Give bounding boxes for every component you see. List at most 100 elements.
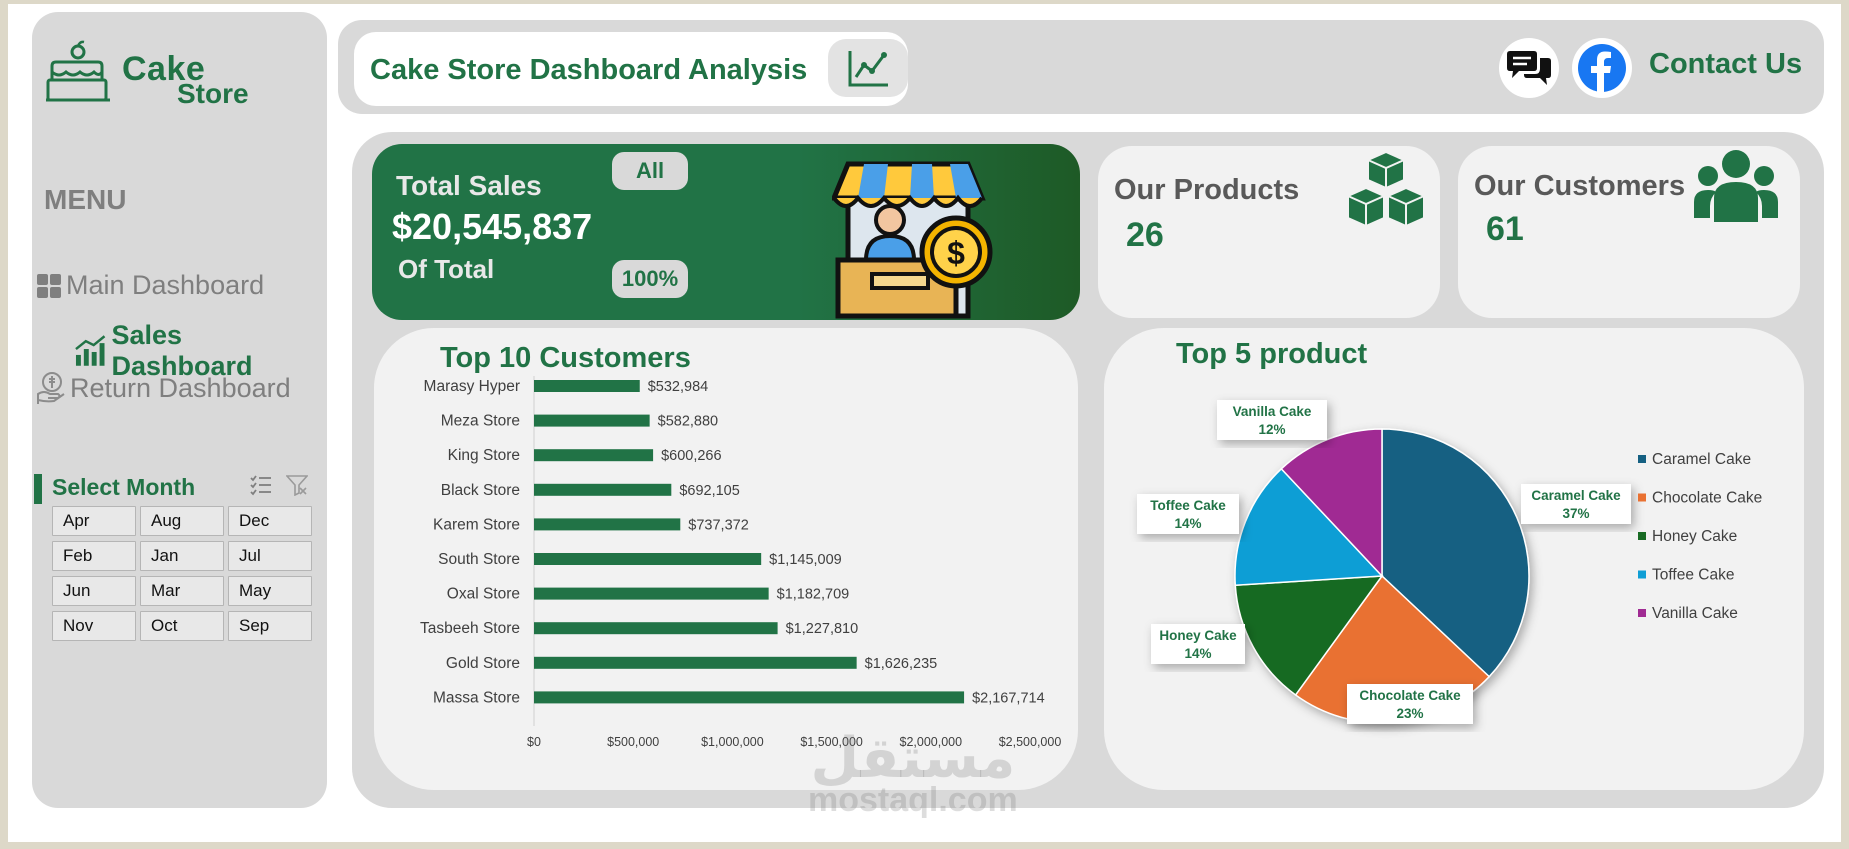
- watermark-arabic: مستقل: [810, 726, 1016, 791]
- brand-line1: Cake: [122, 50, 206, 88]
- bar: [534, 380, 640, 392]
- bar: [534, 587, 769, 600]
- month-button[interactable]: Jul: [228, 541, 312, 571]
- of-total-label: Of Total: [398, 254, 495, 284]
- cake-icon: [46, 40, 110, 102]
- page-title: Cake Store Dashboard Analysis: [370, 54, 808, 86]
- bar: [534, 414, 650, 427]
- sidebar: Cake Store MENU Main Dashboard Sales Das…: [32, 12, 327, 808]
- brand-line2: Store: [177, 78, 249, 109]
- data-label: $582,880: [658, 414, 718, 430]
- bar: [534, 656, 857, 669]
- brand-logo[interactable]: Cake Store: [44, 26, 254, 108]
- top-customers-panel: Top 10 Customers Marasy Hyper $532,984 Mez…: [374, 328, 1078, 790]
- legend-label: Vanilla Cake: [1652, 605, 1738, 622]
- legend-swatch: [1638, 570, 1646, 579]
- month-button[interactable]: Nov: [52, 611, 136, 641]
- top-customers-chart: Marasy Hyper $532,984 Meza Store $582,880 Ki…: [420, 376, 1061, 749]
- total-sales-card: Total Sales $20,545,837 Of Total All 100…: [372, 144, 1080, 320]
- multi-select-icon[interactable]: [250, 474, 272, 496]
- sidebar-item-main-dashboard[interactable]: Main Dashboard: [36, 270, 264, 301]
- chat-button[interactable]: [1499, 38, 1559, 98]
- boxes-icon: [1347, 150, 1425, 228]
- month-button[interactable]: Apr: [52, 506, 136, 536]
- customers-label: Our Customers: [1474, 170, 1686, 202]
- filter-all-pill[interactable]: All: [612, 152, 688, 190]
- data-label: $1,145,009: [769, 552, 842, 568]
- data-label: $1,227,810: [786, 621, 859, 637]
- month-button[interactable]: Aug: [140, 506, 224, 536]
- month-button[interactable]: Sep: [228, 611, 312, 641]
- legend-label: Toffee Cake: [1652, 567, 1734, 584]
- pie-slice: [1234, 575, 1384, 696]
- top-products-title: Top 5 product: [1176, 338, 1368, 370]
- dashboard-grid-icon: [37, 273, 61, 298]
- month-button[interactable]: Jan: [140, 541, 224, 571]
- callout-box: [1151, 624, 1245, 664]
- x-tick-label: $0: [527, 735, 541, 749]
- pie-slice: [1234, 467, 1384, 587]
- top-products-panel: Top 5 product Caramel Cake 37% Chocolate C…: [1104, 328, 1804, 790]
- title-icon-box: [828, 39, 908, 97]
- bar-chart-icon: [75, 335, 106, 366]
- bar: [534, 483, 672, 496]
- bar: [534, 518, 681, 531]
- month-button[interactable]: Mar: [140, 576, 224, 606]
- slice-name-label: Chocolate Cake: [1359, 688, 1461, 703]
- pie-slice: [1280, 428, 1383, 578]
- watermark-url: mostaql.com: [808, 781, 1018, 819]
- sidebar-item-label: Sales Dashboard: [111, 320, 253, 381]
- chat-icon: [1507, 51, 1551, 85]
- title-pill: Cake Store Dashboard Analysis: [354, 32, 908, 106]
- customers-card: Our Customers 61: [1458, 146, 1800, 318]
- products-label: Our Products: [1114, 174, 1300, 206]
- slicer-accent-bar: [34, 474, 42, 504]
- menu-title: MENU: [44, 184, 127, 215]
- pie-slice: [1381, 428, 1530, 678]
- data-label: $2,167,714: [972, 690, 1045, 706]
- watermark: مستقل mostaql.com: [808, 726, 1018, 820]
- contact-us-link[interactable]: Contact Us: [1649, 48, 1803, 80]
- svg-text:$: $: [947, 235, 965, 271]
- sidebar-item-sales-dashboard[interactable]: Sales Dashboard: [74, 320, 327, 382]
- slice-percent-label: 12%: [1258, 422, 1285, 437]
- brand-name: Cake Store: [122, 52, 249, 108]
- callout-box: [1521, 484, 1631, 524]
- category-label: Karem Store: [433, 516, 520, 533]
- month-button[interactable]: Oct: [140, 611, 224, 641]
- month-button[interactable]: Dec: [228, 506, 312, 536]
- facebook-button[interactable]: [1572, 38, 1632, 98]
- sidebar-item-label: Main Dashboard: [66, 270, 265, 300]
- x-tick-label: $1,500,000: [800, 735, 863, 749]
- month-button[interactable]: Feb: [52, 541, 136, 571]
- clear-filter-icon[interactable]: [286, 474, 308, 496]
- category-label: Marasy Hyper: [424, 378, 520, 395]
- bar: [534, 449, 654, 462]
- slice-percent-label: 23%: [1396, 706, 1423, 721]
- slice-percent-label: 14%: [1184, 646, 1211, 661]
- bar: [534, 691, 965, 704]
- legend-swatch: [1638, 493, 1646, 502]
- category-label: Gold Store: [446, 655, 520, 672]
- store-icon: $: [832, 161, 993, 319]
- data-label: $600,266: [661, 448, 721, 464]
- x-tick-label: $2,000,000: [900, 735, 963, 749]
- data-label: $1,182,709: [777, 587, 850, 603]
- category-label: South Store: [438, 551, 520, 568]
- slicer-title: Select Month: [52, 474, 196, 500]
- month-button[interactable]: May: [228, 576, 312, 606]
- legend-label: Chocolate Cake: [1652, 490, 1762, 507]
- x-tick-label: $500,000: [607, 735, 659, 749]
- products-value: 26: [1126, 216, 1164, 254]
- sidebar-item-return-dashboard[interactable]: Return Dashboard: [36, 370, 291, 406]
- slice-percent-label: 37%: [1562, 506, 1589, 521]
- legend-label: Honey Cake: [1652, 528, 1737, 545]
- legend-swatch: [1638, 532, 1646, 540]
- bar: [534, 553, 762, 565]
- legend-swatch: [1638, 609, 1646, 617]
- category-label: Black Store: [441, 482, 520, 499]
- data-label: $1,626,235: [865, 656, 938, 672]
- month-button[interactable]: Jun: [52, 576, 136, 606]
- slice-name-label: Honey Cake: [1159, 628, 1237, 643]
- callout-box: [1137, 494, 1239, 534]
